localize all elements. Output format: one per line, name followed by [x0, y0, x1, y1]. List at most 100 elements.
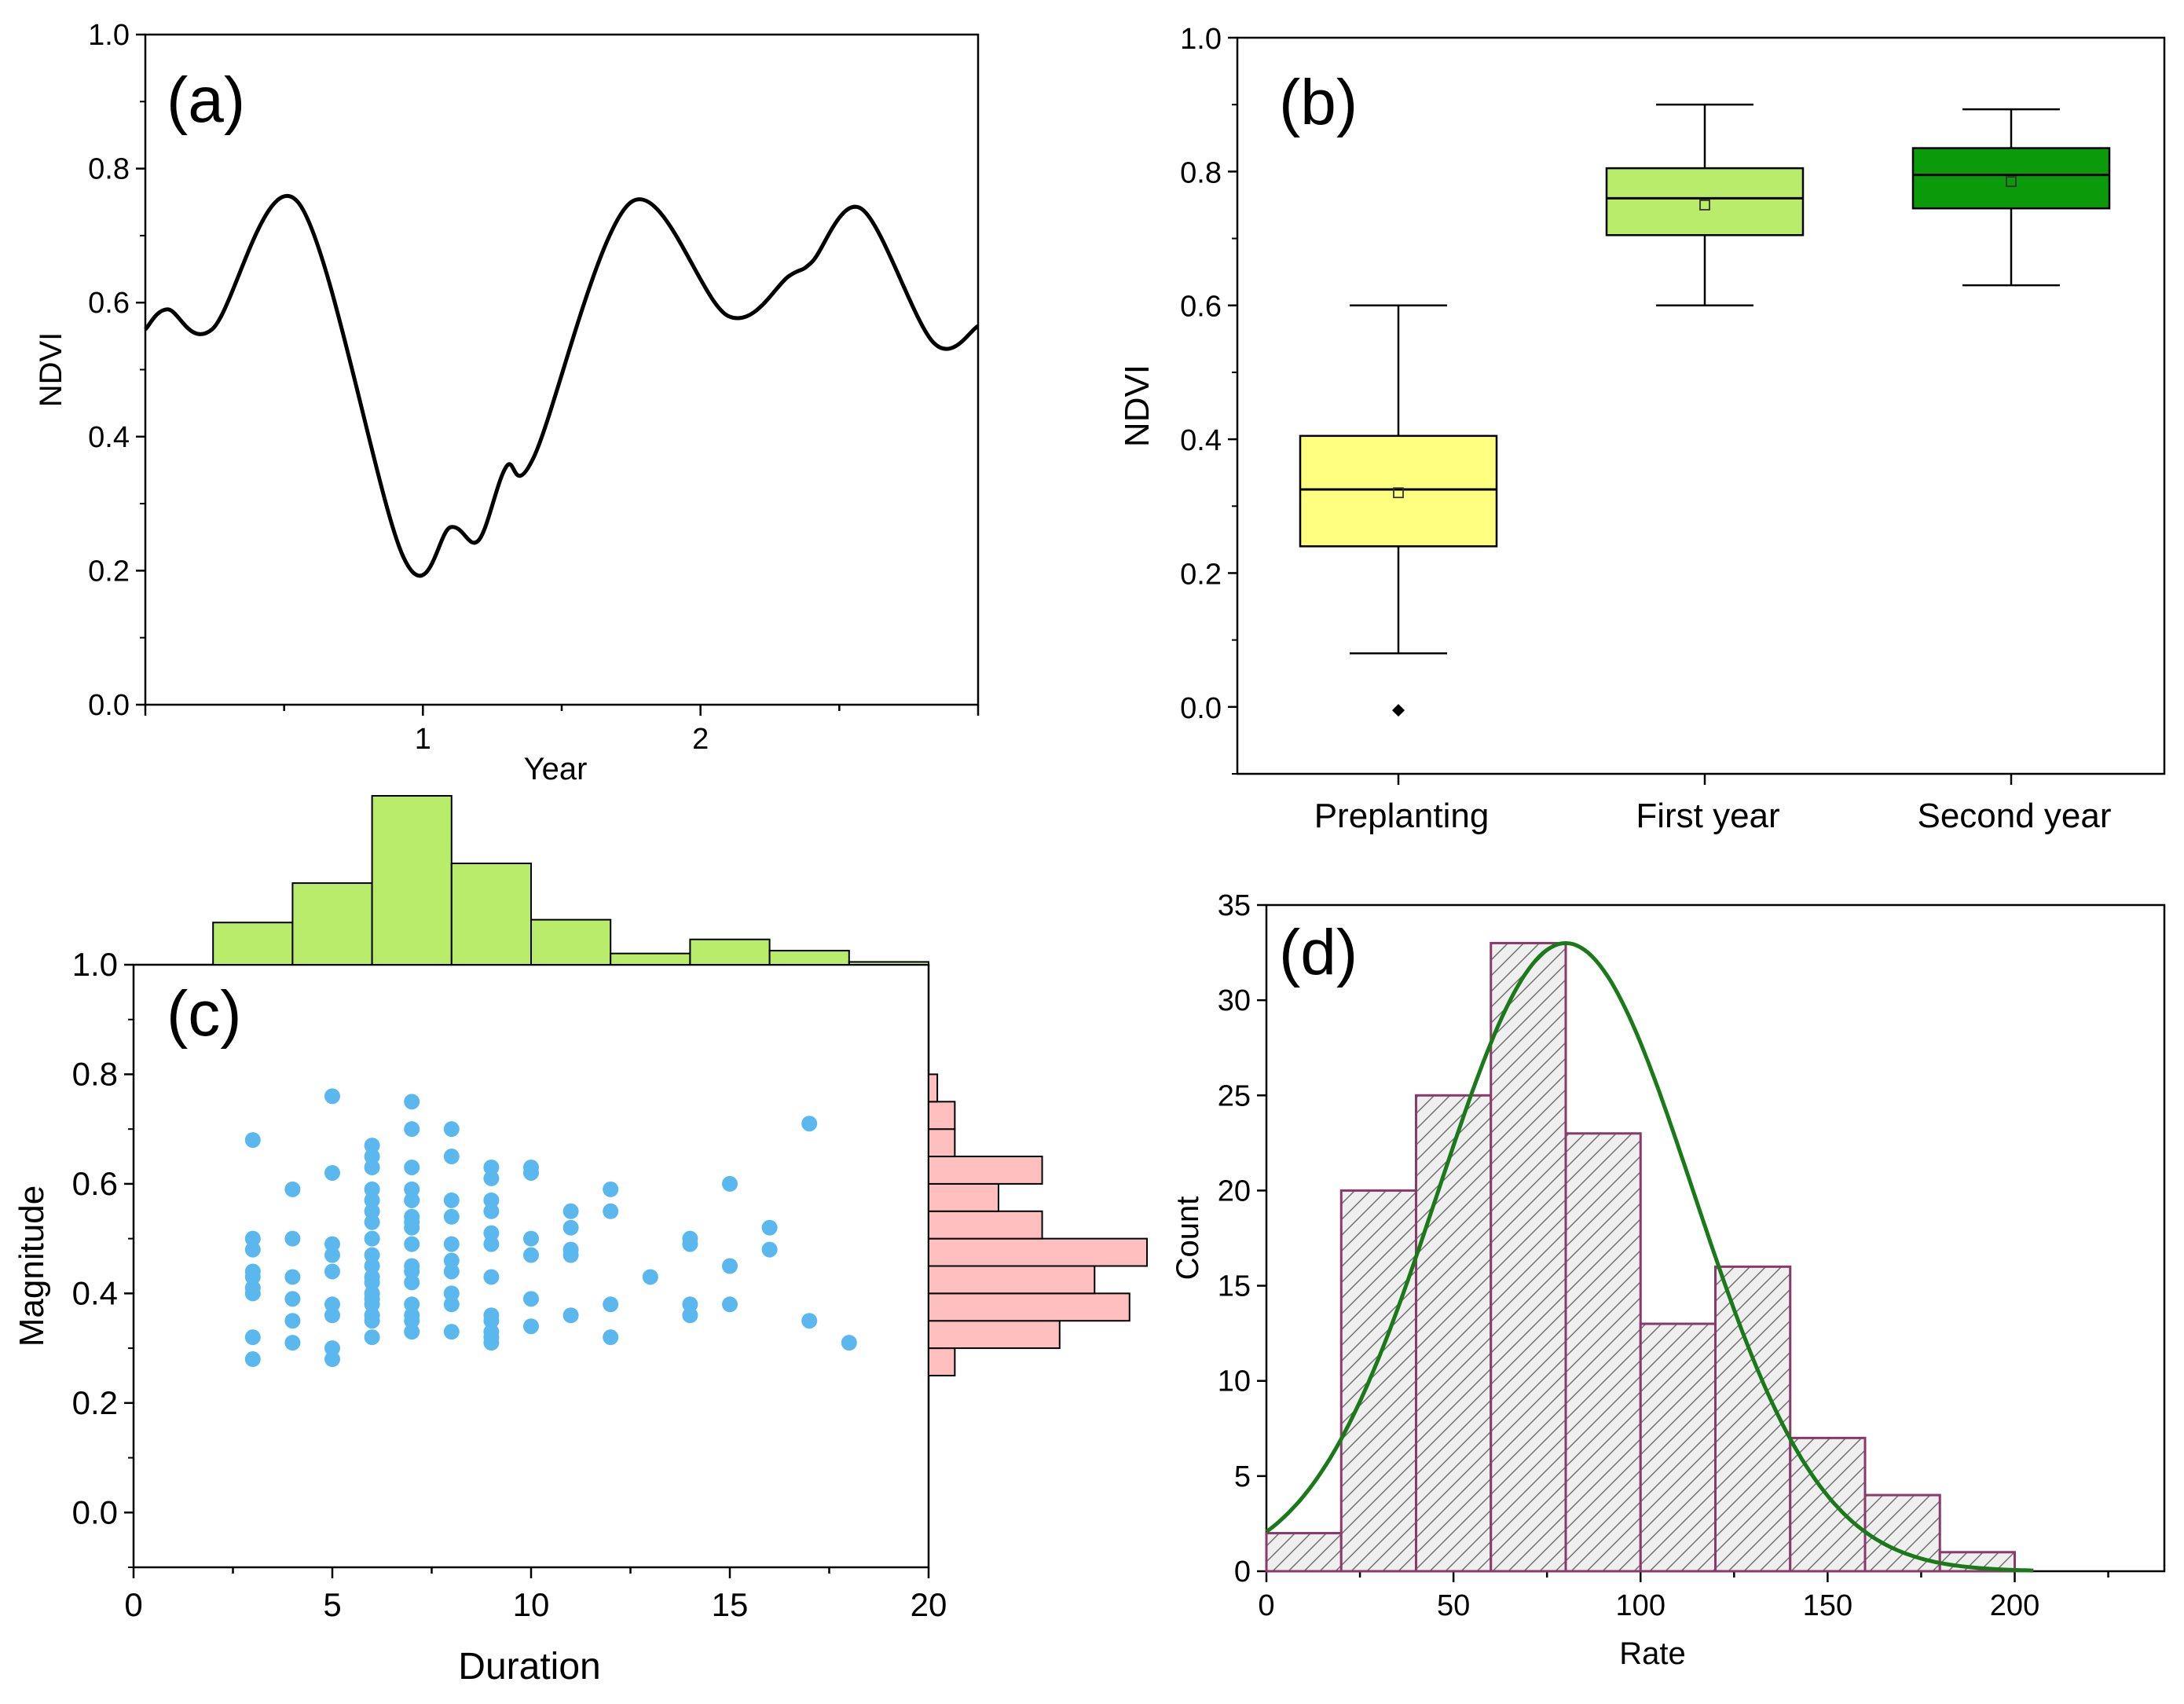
y-tick-label: 1.0: [72, 946, 118, 983]
scatter-point: [364, 1258, 380, 1274]
x-tick-label: 50: [1437, 1589, 1470, 1622]
scatter-point: [404, 1236, 420, 1252]
panel-d: 0 5 10 15 20 25 30 35 0 50 100 150 200 Rate Count (d): [1171, 889, 2166, 1671]
scatter-point: [244, 1230, 261, 1247]
scatter-point: [722, 1175, 738, 1192]
scatter-point: [404, 1181, 420, 1197]
scatter-point: [324, 1340, 340, 1357]
y-tick-label: 10: [1218, 1365, 1251, 1398]
y-tick-label: 0.6: [72, 1165, 118, 1202]
y-tick-label: 0.6: [1180, 291, 1222, 324]
scatter-point: [364, 1192, 380, 1208]
scatter-point: [443, 1192, 460, 1208]
scatter-point: [722, 1258, 738, 1274]
scatter-point: [642, 1269, 658, 1285]
scatter-point: [722, 1296, 738, 1313]
scatter-point: [483, 1225, 500, 1241]
panel-c: 0.0 0.2 0.4 0.6 0.8 1.0 0 5 10 15 20 Duration Magnit…: [13, 795, 1148, 1688]
scatter-point: [523, 1318, 539, 1335]
scatter-point: [483, 1269, 500, 1285]
right-histogram-bar: [928, 1292, 1130, 1322]
y-tick-label: 5: [1234, 1460, 1251, 1493]
scatter-point: [324, 1351, 340, 1368]
y-tick-label: 0.4: [72, 1274, 118, 1311]
x-tick-label: 200: [1990, 1589, 2039, 1622]
scatter-point: [244, 1329, 261, 1346]
right-histogram-bar: [928, 1128, 956, 1158]
y-tick-label: 0.2: [72, 1384, 118, 1421]
y-tick-label: 0: [1234, 1556, 1251, 1589]
x-axis-label: Duration: [458, 1646, 600, 1688]
scatter-point: [483, 1335, 500, 1351]
category-label: First year: [1636, 797, 1779, 835]
x-tick-label: 15: [712, 1586, 749, 1623]
scatter-point: [443, 1252, 460, 1269]
top-histogram-bar: [291, 882, 373, 966]
scatter-point: [364, 1214, 380, 1230]
x-tick-label: 20: [911, 1586, 947, 1623]
scatter-point: [562, 1307, 579, 1324]
scatter-point: [483, 1313, 500, 1329]
y-tick-label: 0.6: [88, 287, 130, 320]
y-tick-label: 0.4: [88, 421, 130, 454]
right-histogram-bar: [928, 1182, 999, 1212]
scatter-point: [761, 1241, 778, 1258]
y-tick-label: 1.0: [88, 19, 130, 52]
scatter-point: [443, 1236, 460, 1252]
scatter-point: [523, 1164, 539, 1181]
histogram-bar: [1490, 941, 1567, 1573]
scatter-point: [523, 1291, 539, 1307]
scatter-point: [761, 1219, 778, 1236]
top-histogram-bar: [848, 961, 930, 966]
scatter-point: [682, 1236, 698, 1252]
scatter-point: [364, 1329, 380, 1346]
scatter-point: [603, 1181, 619, 1197]
mean-marker: [1393, 487, 1404, 499]
right-histogram-bar: [928, 1320, 1061, 1350]
top-histogram-bar: [530, 918, 612, 966]
right-histogram-bar: [928, 1073, 939, 1103]
x-tick-label: 150: [1803, 1589, 1852, 1622]
ndvi-series-line: [144, 193, 980, 578]
y-tick-label: 30: [1218, 984, 1251, 1017]
y-tick-label: 0.2: [88, 555, 130, 588]
top-histogram-bar: [768, 950, 850, 966]
scatter-point: [801, 1116, 818, 1132]
y-tick-label: 0.8: [72, 1055, 118, 1092]
scatter-point: [284, 1291, 301, 1307]
scatter-point: [562, 1247, 579, 1263]
scatter-point: [443, 1121, 460, 1138]
scatter-point: [841, 1335, 857, 1351]
right-histogram-bar: [928, 1237, 1148, 1267]
scatter-point: [244, 1241, 261, 1258]
top-histogram-bar: [212, 922, 294, 966]
y-axis-label: Magnitude: [13, 1185, 51, 1347]
scatter-point: [364, 1313, 380, 1329]
scatter-point: [562, 1219, 579, 1236]
x-tick-label: 2: [692, 723, 709, 756]
panel-b: 0.0 0.2 0.4 0.6 0.8 1.0 Preplanting First year S…: [1118, 23, 2166, 835]
scatter-point: [324, 1236, 340, 1252]
scatter-point: [404, 1296, 420, 1313]
right-histogram-bar: [928, 1347, 956, 1376]
histogram-bar: [1415, 1094, 1493, 1573]
scatter-point: [324, 1088, 340, 1105]
y-axis-label: Count: [1171, 1196, 1205, 1281]
scatter-point: [364, 1138, 380, 1154]
x-tick-label: 1: [415, 723, 431, 756]
x-tick-label: 10: [513, 1586, 550, 1623]
x-axis-label: Year: [524, 752, 588, 786]
scatter-point: [603, 1203, 619, 1219]
box-iqr: [1605, 167, 1805, 236]
scatter-point: [523, 1247, 539, 1263]
scatter-point: [244, 1351, 261, 1368]
scatter-point: [682, 1307, 698, 1324]
y-axis-label: NDVI: [34, 332, 68, 408]
y-tick-label: 0.0: [1180, 692, 1222, 725]
y-tick-label: 35: [1218, 889, 1251, 922]
scatter-point: [682, 1296, 698, 1313]
scatter-point: [404, 1274, 420, 1291]
scatter-point: [404, 1192, 420, 1208]
histogram-bar: [1639, 1322, 1717, 1573]
